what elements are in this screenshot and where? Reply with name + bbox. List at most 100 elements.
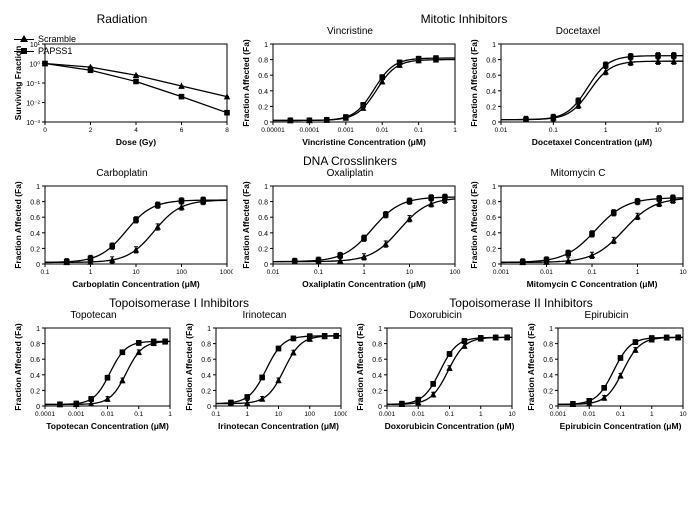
svg-text:1: 1 <box>245 411 249 418</box>
svg-text:10: 10 <box>508 411 516 418</box>
svg-text:0.1: 0.1 <box>314 269 323 276</box>
svg-text:0.6: 0.6 <box>201 357 211 364</box>
svg-text:0.2: 0.2 <box>30 246 40 253</box>
panel-title: Mitomycin C <box>550 168 605 179</box>
svg-text:100: 100 <box>450 269 461 276</box>
svg-text:1: 1 <box>168 411 172 418</box>
svg-text:0.6: 0.6 <box>258 73 268 80</box>
svg-text:0.0001: 0.0001 <box>35 411 55 418</box>
svg-text:0.8: 0.8 <box>201 342 211 349</box>
svg-text:0.1: 0.1 <box>616 411 625 418</box>
svg-text:0.2: 0.2 <box>258 104 268 111</box>
figure-page: Scramble PAPSS1 RadiationMitotic Inhibit… <box>0 0 700 523</box>
svg-text:Epirubicin Concentration (μM): Epirubicin Concentration (μM) <box>560 421 682 431</box>
svg-text:Docetaxel Concentration (μM): Docetaxel Concentration (μM) <box>532 137 653 147</box>
svg-text:0.1: 0.1 <box>134 411 143 418</box>
svg-text:0.01: 0.01 <box>101 411 114 418</box>
svg-text:10⁻³: 10⁻³ <box>26 120 40 127</box>
svg-text:1: 1 <box>636 269 640 276</box>
section-title: Topoisomerase I Inhibitors <box>8 296 350 310</box>
svg-text:0.8: 0.8 <box>258 200 268 207</box>
panel-oxaliplatin: Oxaliplatin00.20.40.60.810.010.1110100Fr… <box>239 168 461 290</box>
svg-text:0.6: 0.6 <box>486 215 496 222</box>
svg-text:0.01: 0.01 <box>376 127 389 134</box>
svg-text:1: 1 <box>604 127 608 134</box>
legend-label: Scramble <box>38 34 76 44</box>
svg-text:0: 0 <box>264 262 268 269</box>
svg-text:0: 0 <box>492 262 496 269</box>
panel-irinotecan: Irinotecan00.20.40.60.810.11101001000Fra… <box>182 310 347 432</box>
panel-title: Carboplatin <box>96 168 147 179</box>
svg-text:0.001: 0.001 <box>493 269 510 276</box>
svg-text:1: 1 <box>264 184 268 191</box>
svg-text:1000: 1000 <box>220 269 233 276</box>
svg-text:0.8: 0.8 <box>258 58 268 65</box>
svg-text:Fraction Affected (Fa): Fraction Affected (Fa) <box>241 181 251 269</box>
svg-text:0.8: 0.8 <box>30 342 40 349</box>
panel-vincristine: Vincristine00.20.40.60.810.000010.00010.… <box>239 26 461 148</box>
svg-text:10: 10 <box>275 411 283 418</box>
svg-text:10: 10 <box>406 269 414 276</box>
section-title: Topoisomerase II Inhibitors <box>350 296 692 310</box>
panel-title: Topotecan <box>70 310 116 321</box>
svg-text:Fraction Affected (Fa): Fraction Affected (Fa) <box>184 323 194 411</box>
svg-text:1: 1 <box>650 411 654 418</box>
svg-text:0.6: 0.6 <box>486 73 496 80</box>
svg-text:0.01: 0.01 <box>583 411 596 418</box>
svg-text:0: 0 <box>43 127 47 134</box>
svg-text:0.6: 0.6 <box>30 215 40 222</box>
svg-text:0.6: 0.6 <box>30 357 40 364</box>
svg-text:Fraction Affected (Fa): Fraction Affected (Fa) <box>526 323 536 411</box>
svg-text:0.8: 0.8 <box>543 342 553 349</box>
svg-text:Fraction Affected (Fa): Fraction Affected (Fa) <box>355 323 365 411</box>
svg-text:Fraction Affected (Fa): Fraction Affected (Fa) <box>13 181 23 269</box>
svg-text:Fraction Affected (Fa): Fraction Affected (Fa) <box>469 39 479 127</box>
svg-text:1: 1 <box>264 42 268 49</box>
svg-text:Doxorubicin Concentration (μM): Doxorubicin Concentration (μM) <box>385 421 515 431</box>
svg-text:0.1: 0.1 <box>414 127 423 134</box>
svg-text:0.001: 0.001 <box>68 411 85 418</box>
svg-text:0.01: 0.01 <box>540 269 553 276</box>
chart-grid: RadiationMitotic Inhibitors10⁻³10⁻²10⁻¹1… <box>8 6 692 432</box>
svg-text:1: 1 <box>207 326 211 333</box>
svg-text:0.4: 0.4 <box>258 231 268 238</box>
svg-text:Fraction Affected (Fa): Fraction Affected (Fa) <box>469 181 479 269</box>
svg-text:6: 6 <box>180 127 184 134</box>
svg-text:0: 0 <box>36 262 40 269</box>
svg-text:0.2: 0.2 <box>201 388 211 395</box>
svg-text:0: 0 <box>36 404 40 411</box>
svg-text:1: 1 <box>479 411 483 418</box>
svg-text:0.1: 0.1 <box>445 411 454 418</box>
svg-text:1: 1 <box>492 184 496 191</box>
svg-text:0.2: 0.2 <box>486 104 496 111</box>
svg-text:0.2: 0.2 <box>258 246 268 253</box>
svg-text:2: 2 <box>89 127 93 134</box>
legend-label: PAPSS1 <box>38 46 72 56</box>
svg-text:0: 0 <box>492 120 496 127</box>
svg-text:0.4: 0.4 <box>372 373 382 380</box>
svg-text:0.001: 0.001 <box>338 127 355 134</box>
svg-text:10⁻¹: 10⁻¹ <box>26 81 40 88</box>
svg-text:0.01: 0.01 <box>412 411 425 418</box>
svg-text:0.6: 0.6 <box>543 357 553 364</box>
svg-text:0.8: 0.8 <box>30 200 40 207</box>
svg-text:1: 1 <box>549 326 553 333</box>
panel-title: Irinotecan <box>243 310 287 321</box>
svg-text:0.6: 0.6 <box>372 357 382 364</box>
panel-epirubicin: Epirubicin00.20.40.60.810.0010.010.1110F… <box>524 310 689 432</box>
panel-mitomycin: Mitomycin C00.20.40.60.810.0010.010.1110… <box>467 168 689 290</box>
svg-text:0: 0 <box>378 404 382 411</box>
panel-title: Vincristine <box>327 26 373 37</box>
svg-text:0.1: 0.1 <box>587 269 596 276</box>
svg-text:1: 1 <box>453 127 457 134</box>
svg-text:0.6: 0.6 <box>258 215 268 222</box>
svg-text:0.4: 0.4 <box>201 373 211 380</box>
svg-text:0: 0 <box>264 120 268 127</box>
svg-text:0.8: 0.8 <box>486 200 496 207</box>
svg-text:1: 1 <box>36 326 40 333</box>
svg-text:Oxaliplatin Concentration (μM): Oxaliplatin Concentration (μM) <box>302 279 426 289</box>
panel-topotecan: Topotecan00.20.40.60.810.00010.0010.010.… <box>11 310 176 432</box>
svg-text:Carboplatin Concentration (μM): Carboplatin Concentration (μM) <box>72 279 200 289</box>
svg-text:1: 1 <box>89 269 93 276</box>
svg-text:Fraction Affected (Fa): Fraction Affected (Fa) <box>13 323 23 411</box>
